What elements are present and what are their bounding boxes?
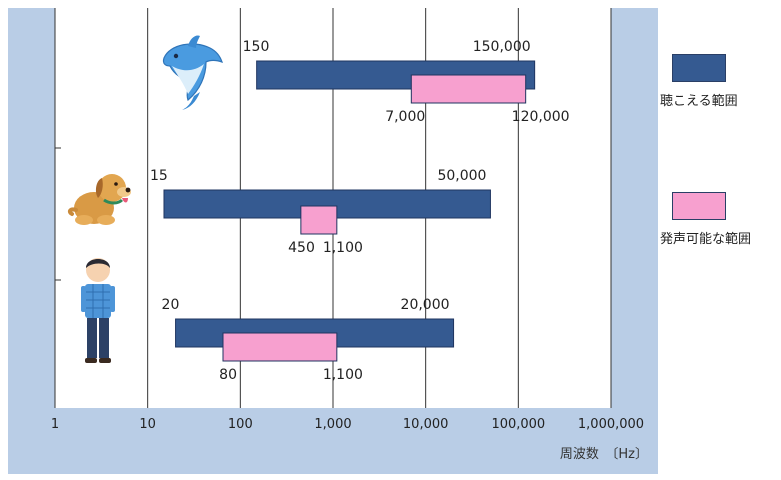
x-tick-label-6: 1,000,000 [578, 417, 644, 432]
legend-label-vocal: 発声可能な範囲 [660, 232, 752, 247]
hearing-min-label-dog: 15 [150, 168, 168, 184]
hearing-max-label-dog: 50,000 [437, 168, 486, 184]
legend-swatch-vocal [672, 192, 726, 220]
human-icon [81, 258, 115, 363]
x-tick-label-3: 1,000 [314, 417, 351, 432]
x-tick-label-2: 100 [228, 417, 253, 432]
dolphin-icon [162, 35, 223, 110]
x-tick-label-0: 1 [51, 417, 59, 432]
vocal-min-label-dolphin: 7,000 [385, 109, 425, 125]
vocal-min-label-human: 80 [219, 367, 237, 383]
hearing-max-label-human: 20,000 [401, 297, 450, 313]
vocal-max-label-human: 1,100 [323, 367, 363, 383]
vocal-max-label-dolphin: 120,000 [512, 109, 570, 125]
legend-item-hearing: 聴こえる範囲 [660, 54, 778, 109]
range-chart: 150 150,000 15 50,000 20 20,000 7,000 120,000 45… [51, 8, 648, 462]
hearing-min-label-dolphin: 150 [243, 39, 270, 55]
hearing-max-label-dolphin: 150,000 [473, 39, 531, 55]
y-ticks [55, 147, 61, 281]
legend-swatch-hearing [672, 54, 726, 82]
vocal-max-label-dog: 1,100 [323, 240, 363, 256]
legend-label-hearing: 聴こえる範囲 [660, 94, 738, 109]
x-tick-label-4: 10,000 [403, 417, 449, 432]
data-labels: 150 150,000 15 50,000 20 20,000 7,000 120,000 45… [150, 39, 570, 383]
dog-icon [67, 174, 131, 225]
vocal-min-label-dog: 450 [288, 240, 315, 256]
vocal-bar-dolphin [410, 74, 527, 104]
chart-frame: 150 150,000 15 50,000 20 20,000 7,000 120,000 45… [8, 8, 658, 474]
vocal-bar-dog [300, 205, 338, 235]
legend-item-vocal: 発声可能な範囲 [660, 192, 778, 247]
hearing-min-label-human: 20 [162, 297, 180, 313]
bars [163, 60, 536, 362]
vocal-bar-human [222, 332, 338, 362]
x-axis-label: 周波数 〔Hz〕 [560, 447, 648, 462]
x-tick-label-5: 100,000 [491, 417, 545, 432]
x-tick-label-1: 10 [139, 417, 156, 432]
x-tick-labels: 1 10 100 1,000 10,000 100,000 1,000,000 [51, 417, 644, 432]
